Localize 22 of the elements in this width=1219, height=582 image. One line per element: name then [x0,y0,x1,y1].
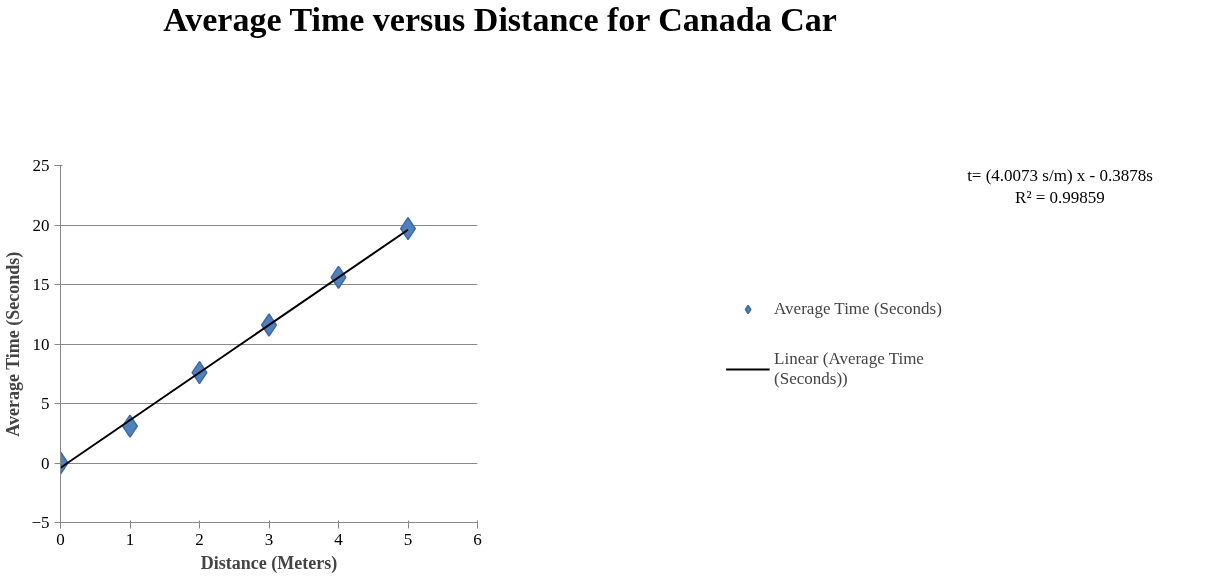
y-tick-label: 0 [41,453,50,473]
x-tick-label: 3 [264,529,274,549]
point [399,216,417,241]
x-tick-label: 0 [56,529,65,549]
text: R² = 0.99859 [1015,188,1105,208]
x-tick-label: 6 [473,529,482,549]
y-tick-label: 25 [32,156,50,175]
x-tick-label: 1 [125,529,135,549]
legend-label: Average Time (Seconds) [774,298,942,319]
y-tick-label: 20 [32,215,50,235]
x-tick-label: 5 [403,529,413,549]
y-tick-label: −5 [31,513,50,532]
text: t= (4.0073 s/m) x - 0.3878s [967,166,1153,185]
y-tick-label: 10 [32,334,50,354]
x-axis-title: Distance (Meters) [200,552,338,574]
y-tick-label: 15 [32,275,50,294]
y-tick-label: 5 [41,394,50,413]
chart-title: Average Time versus Distance for Canada Car [163,0,837,40]
x-tick-label: 2 [195,529,204,549]
y-axis-title: Average Time (Seconds) [3,251,25,437]
x-tick-label: 4 [334,529,344,549]
legend-label: Linear (Average Time (Seconds)) [774,348,924,389]
